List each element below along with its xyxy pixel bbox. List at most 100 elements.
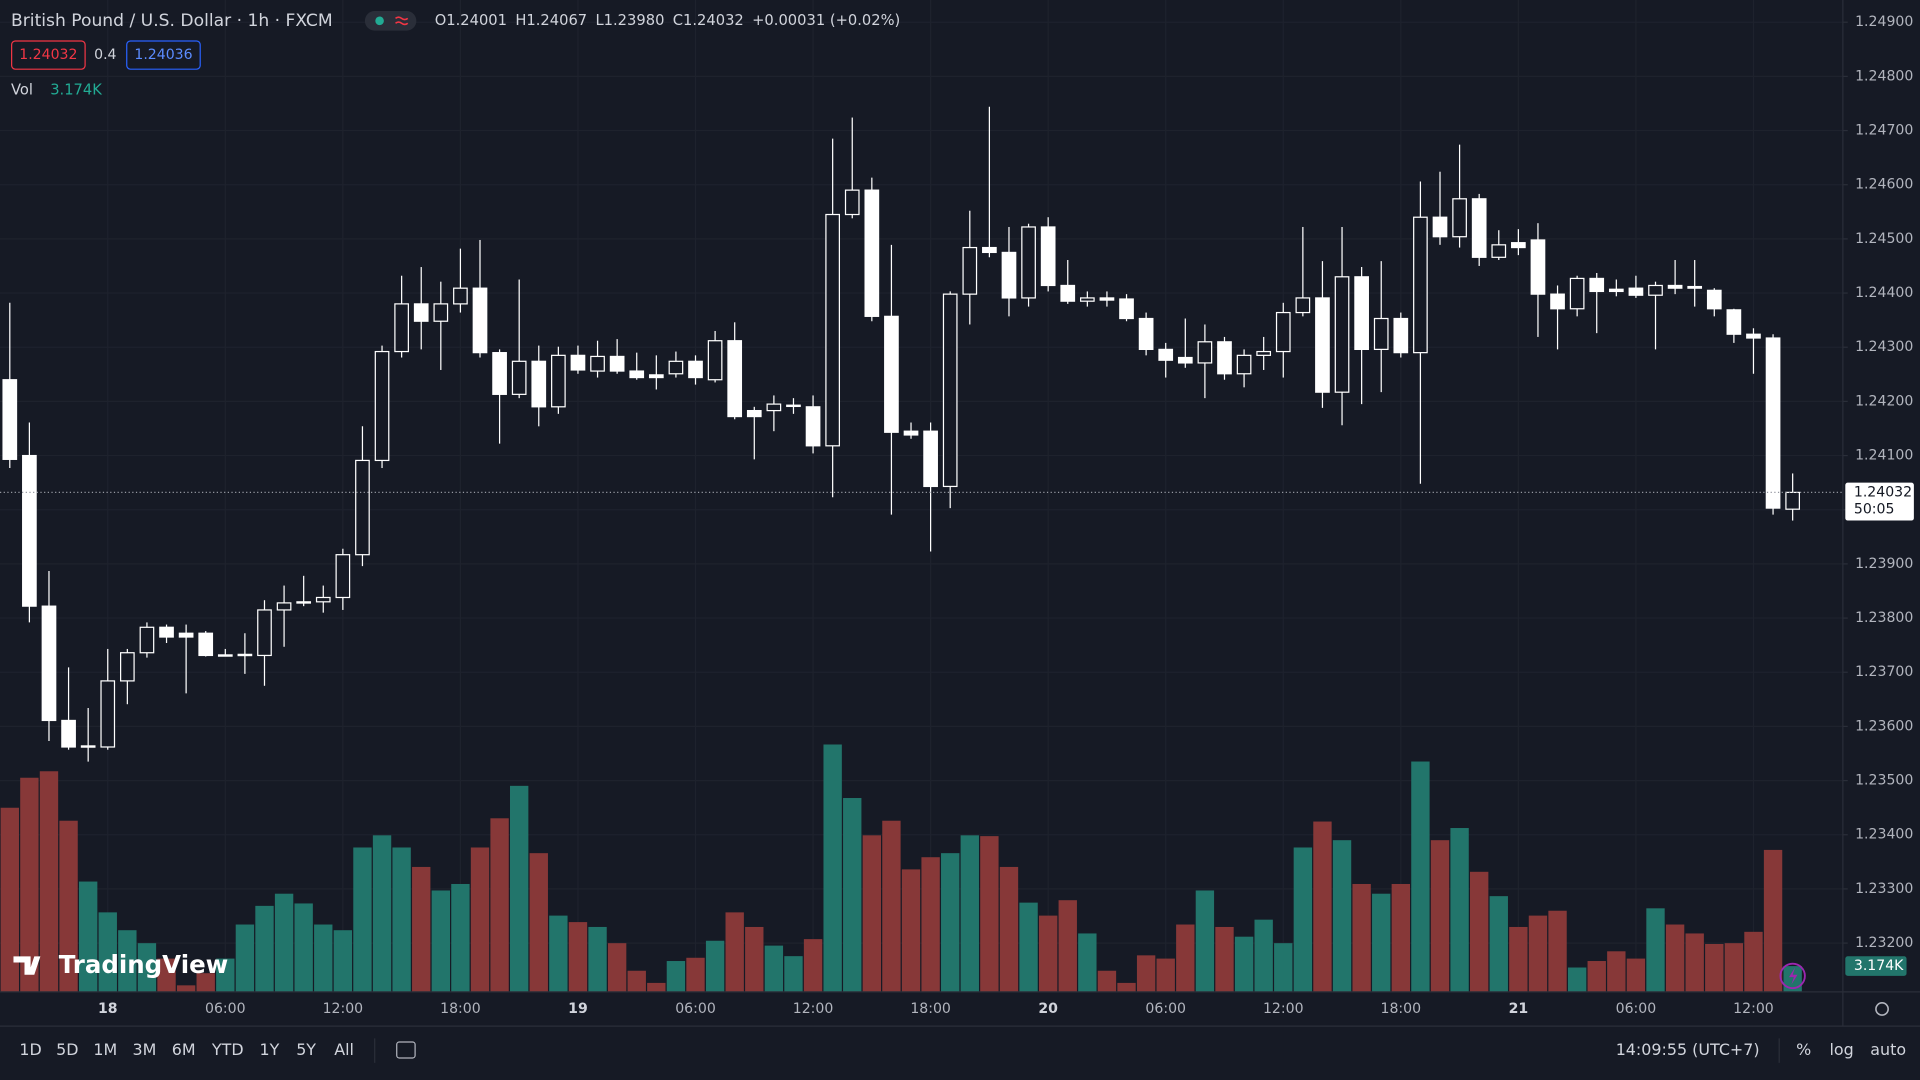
status-pill[interactable]	[364, 11, 417, 31]
range-button[interactable]: 1D	[19, 1040, 41, 1059]
candle-body	[394, 303, 409, 353]
ohlc-legend: O1.24001 H1.24067 L1.23980 C1.24032 +0.0…	[435, 12, 901, 29]
candle-body	[1275, 311, 1291, 353]
candle-body	[335, 554, 351, 599]
range-button[interactable]: YTD	[211, 1040, 244, 1059]
volume-bar	[98, 912, 117, 992]
scale-option[interactable]: auto	[1870, 1040, 1906, 1059]
candle-body	[1432, 216, 1448, 238]
volume-bar	[1705, 943, 1724, 992]
volume-bar	[1470, 871, 1489, 992]
volume-bar	[255, 905, 274, 992]
x-tick-label: 21	[1509, 1001, 1529, 1017]
range-button[interactable]: 1Y	[259, 1040, 279, 1059]
volume-bar	[921, 857, 940, 992]
volume-bar	[1763, 849, 1783, 992]
y-tick-label: 1.23600	[1855, 718, 1913, 734]
y-tick-label: 1.23300	[1855, 881, 1913, 897]
x-tick-label: 18:00	[910, 1001, 951, 1017]
volume-bar	[1450, 828, 1469, 992]
volume-bar	[686, 957, 705, 992]
volume-bar	[314, 924, 333, 992]
lightning-button[interactable]	[1779, 962, 1806, 990]
y-tick-label: 1.24600	[1855, 177, 1913, 193]
volume-bar	[941, 853, 960, 992]
volume-bar	[1528, 915, 1548, 992]
ohlc-key: C	[673, 12, 683, 29]
x-tick-label: 12:00	[1733, 1001, 1774, 1017]
volume-bar	[647, 982, 666, 992]
volume-bar	[510, 785, 529, 992]
candle-body	[1236, 354, 1252, 375]
volume-bar	[999, 866, 1019, 992]
x-tick-label: 06:00	[1145, 1001, 1186, 1017]
logo[interactable]: TradingView	[13, 950, 228, 979]
candle-body	[1726, 309, 1742, 335]
buy-price: 1.24036	[134, 47, 192, 63]
volume-bar	[216, 958, 235, 992]
scale-option[interactable]: log	[1830, 1040, 1854, 1059]
logo-mark	[13, 956, 41, 975]
candle-body	[276, 602, 292, 611]
x-tick-label: 18:00	[1381, 1001, 1422, 1017]
candle-body	[629, 370, 645, 379]
volume-bar	[1156, 958, 1175, 992]
candle-body	[727, 340, 743, 418]
volume-bar	[1058, 900, 1077, 992]
volume-bar	[1430, 840, 1450, 992]
candle-body	[668, 360, 684, 375]
volume-bar	[745, 926, 764, 992]
volume-bar	[529, 853, 548, 992]
range-button[interactable]: 6M	[172, 1040, 196, 1059]
range-button[interactable]: 3M	[133, 1040, 157, 1059]
volume-bar	[1176, 924, 1195, 992]
y-tick-label: 1.24100	[1855, 448, 1913, 464]
sell-button[interactable]	[11, 40, 86, 70]
volume-bar	[333, 930, 353, 992]
volume-label: 3.174K	[1854, 958, 1904, 974]
last-price-box	[1845, 482, 1914, 521]
volume-bar	[1078, 933, 1097, 992]
settings-icon[interactable]	[1875, 1002, 1889, 1016]
delay-icon	[395, 16, 409, 26]
candle-body	[1413, 216, 1428, 354]
candle-body	[982, 246, 997, 254]
candle-body	[1511, 242, 1526, 249]
volume-bar	[118, 930, 137, 992]
volume-bar	[549, 915, 568, 992]
logo-text: TradingView	[59, 950, 229, 979]
scale-option[interactable]: %	[1796, 1040, 1811, 1059]
candle-body	[1687, 285, 1703, 289]
volume-bar	[235, 924, 255, 992]
range-button[interactable]: 5Y	[296, 1040, 316, 1059]
candle-body	[609, 355, 625, 372]
buy-button[interactable]	[126, 40, 201, 70]
y-tick-label: 1.23900	[1855, 556, 1913, 572]
volume-bar	[1607, 951, 1626, 992]
volume-bar	[1587, 961, 1606, 992]
volume-bar	[1372, 893, 1391, 992]
range-button[interactable]: 1M	[93, 1040, 117, 1059]
clock[interactable]: 14:09:55 (UTC+7)	[1616, 1040, 1760, 1059]
candle-body	[413, 303, 429, 322]
candle-body	[1197, 341, 1213, 364]
candle-body	[1099, 297, 1115, 301]
volume-bar	[1234, 936, 1254, 992]
range-button[interactable]: All	[334, 1040, 354, 1059]
x-tick-label: 12:00	[793, 1001, 834, 1017]
candle-body	[22, 454, 37, 607]
volume-label-box	[1845, 956, 1907, 976]
candle-body	[1295, 297, 1311, 314]
candle-body	[237, 653, 253, 657]
volume-bar	[176, 985, 196, 992]
candle-body	[1119, 298, 1134, 320]
candle-body	[1060, 284, 1076, 302]
symbol-title[interactable]: British Pound / U.S. Dollar · 1h · FXCM	[11, 11, 333, 31]
date-range-icon[interactable]	[396, 1041, 416, 1059]
volume-bar	[1665, 924, 1685, 992]
range-button[interactable]: 5D	[56, 1040, 78, 1059]
volume-bar	[1783, 966, 1802, 992]
y-tick-label: 1.24500	[1855, 231, 1913, 247]
change: +0.00031 (+0.02%)	[752, 12, 900, 29]
